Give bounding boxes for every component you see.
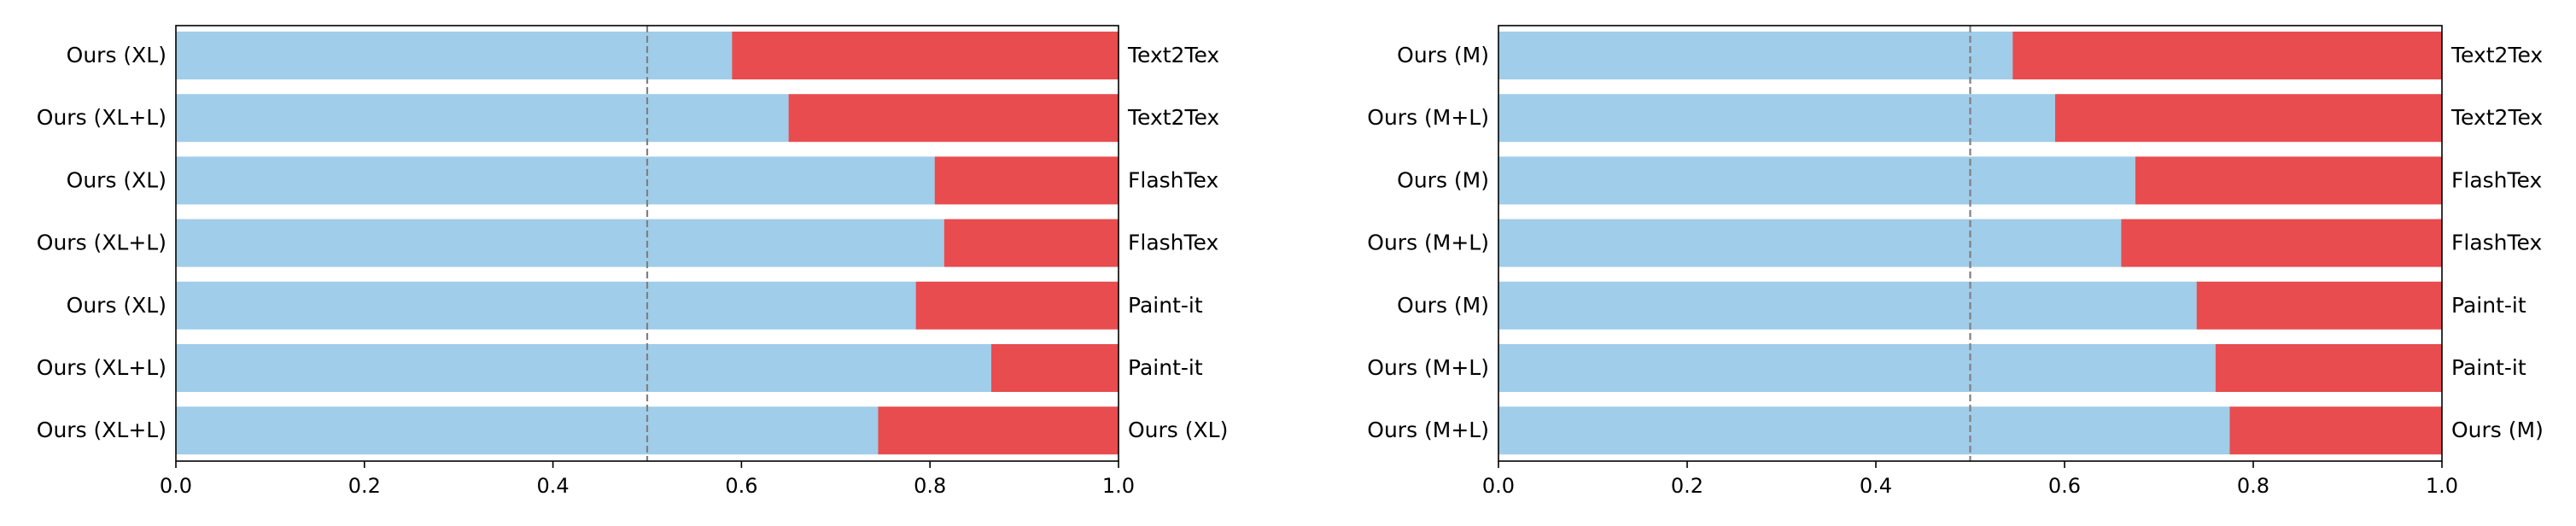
bar-segment-left-p1-r5 (176, 281, 916, 330)
left-label-p2-r1: Ours (M) (1397, 43, 1489, 67)
left-label-p2-r7: Ours (M+L) (1367, 418, 1489, 442)
x-tick-label-p1-0: 0.0 (160, 474, 192, 498)
right-label-p2-r1: Text2Tex (2450, 43, 2543, 67)
left-label-p1-r5: Ours (XL) (67, 293, 166, 318)
bar-segment-right-p2-r7 (2229, 406, 2442, 455)
bar-segment-right-p1-r4 (943, 219, 1119, 267)
bar-segment-right-p2-r1 (2012, 32, 2442, 79)
x-tick-label-p2-3: 0.6 (2048, 474, 2081, 498)
bar-segment-left-p2-r1 (1498, 32, 2013, 79)
right-label-p1-r2: Text2Tex (1127, 105, 1219, 130)
x-tick-label-p1-4: 0.8 (914, 474, 946, 498)
right-label-p2-r6: Paint-it (2451, 355, 2526, 380)
bar-segment-left-p2-r7 (1498, 406, 2230, 455)
bar-segment-right-p2-r3 (2135, 156, 2442, 205)
bar-segment-left-p1-r6 (176, 344, 991, 392)
right-label-p2-r4: FlashTex (2451, 231, 2542, 255)
right-label-p2-r2: Text2Tex (2450, 105, 2543, 130)
bar-segment-right-p1-r2 (788, 94, 1119, 143)
x-tick-label-p2-2: 0.4 (1860, 474, 1892, 498)
x-tick-label-p1-2: 0.4 (537, 474, 570, 498)
left-label-p1-r7: Ours (XL+L) (37, 418, 166, 442)
bar-segment-left-p1-r1 (176, 32, 733, 79)
left-label-p2-r4: Ours (M+L) (1367, 231, 1489, 255)
x-tick-label-p2-5: 1.0 (2426, 474, 2458, 498)
bar-segment-right-p1-r7 (878, 406, 1119, 455)
bar-segment-left-p2-r6 (1498, 344, 2216, 392)
bar-segment-right-p2-r6 (2215, 344, 2442, 392)
left-label-p2-r6: Ours (M+L) (1367, 355, 1489, 380)
right-label-p1-r7: Ours (XL) (1128, 418, 1228, 442)
bar-segment-left-p1-r7 (176, 406, 879, 455)
right-label-p1-r4: FlashTex (1128, 231, 1218, 255)
x-tick-label-p1-5: 1.0 (1102, 474, 1135, 498)
left-label-p1-r1: Ours (XL) (67, 43, 166, 67)
bar-segment-left-p2-r4 (1498, 219, 2122, 267)
right-label-p1-r6: Paint-it (1128, 355, 1203, 380)
bar-segment-right-p1-r6 (990, 344, 1119, 392)
right-label-p2-r7: Ours (M) (2451, 418, 2544, 442)
bar-segment-right-p1-r3 (934, 156, 1119, 205)
bar-segment-left-p2-r3 (1498, 156, 2135, 205)
bar-segment-right-p2-r2 (2054, 94, 2442, 143)
bar-segment-left-p1-r3 (176, 156, 935, 205)
left-label-p1-r2: Ours (XL+L) (37, 105, 166, 130)
x-tick-label-p2-1: 0.2 (1671, 474, 1703, 498)
x-tick-label-p2-0: 0.0 (1482, 474, 1515, 498)
left-label-p1-r3: Ours (XL) (67, 167, 166, 192)
axes-frame-p1 (175, 25, 1119, 462)
x-tick-label-p1-3: 0.6 (725, 474, 757, 498)
x-tick-label-p1-1: 0.2 (348, 474, 381, 498)
bar-segment-left-p1-r4 (176, 219, 944, 267)
right-label-p1-r1: Text2Tex (1127, 43, 1219, 67)
right-label-p2-r3: FlashTex (2451, 167, 2542, 192)
bar-segment-right-p1-r5 (915, 281, 1119, 330)
right-label-p1-r5: Paint-it (1128, 293, 1203, 318)
left-label-p1-r4: Ours (XL+L) (37, 231, 166, 255)
x-tick-label-p2-4: 0.8 (2237, 474, 2269, 498)
right-label-p1-r3: FlashTex (1128, 167, 1218, 192)
bar-segment-right-p1-r1 (732, 32, 1119, 79)
left-label-p2-r3: Ours (M) (1397, 167, 1489, 192)
bar-segment-left-p2-r2 (1498, 94, 2055, 143)
bar-segment-left-p1-r2 (176, 94, 789, 143)
bar-segment-right-p2-r5 (2196, 281, 2442, 330)
bar-segment-right-p2-r4 (2121, 219, 2442, 267)
right-label-p2-r5: Paint-it (2451, 293, 2526, 318)
axes-frame-p2 (1498, 25, 2443, 462)
bar-segment-left-p2-r5 (1498, 281, 2197, 330)
left-label-p1-r6: Ours (XL+L) (37, 355, 166, 380)
left-label-p2-r5: Ours (M) (1397, 293, 1489, 318)
left-label-p2-r2: Ours (M+L) (1367, 105, 1489, 130)
